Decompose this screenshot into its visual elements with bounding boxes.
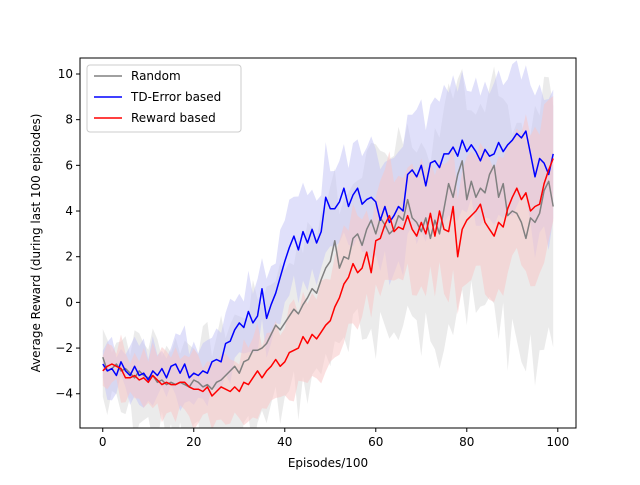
- series-line-td-error-based: [102, 130, 554, 381]
- legend-label: Reward based: [131, 111, 216, 125]
- legend-label: TD-Error based: [130, 90, 221, 104]
- series-line-reward-based: [102, 158, 554, 397]
- x-tick-label: 80: [459, 435, 474, 449]
- y-axis-label: Average Reward (during last 100 episodes…: [29, 114, 43, 373]
- x-tick-label: 40: [277, 435, 292, 449]
- y-tick-label: 6: [65, 158, 73, 172]
- y-tick-label: 2: [65, 250, 73, 264]
- plot-frame: [79, 57, 577, 429]
- y-tick-label: −2: [55, 341, 73, 355]
- y-tick-label: −4: [55, 387, 73, 401]
- confidence-bands: [102, 60, 554, 428]
- legend-label: Random: [131, 69, 181, 83]
- band-reward-based: [102, 96, 554, 428]
- x-tick-label: 100: [546, 435, 569, 449]
- x-tick-label: 60: [368, 435, 383, 449]
- y-tick-label: 8: [65, 113, 73, 127]
- y-tick-label: 0: [65, 295, 73, 309]
- legend: Random TD-Error based Reward based: [86, 64, 242, 133]
- x-tick-label: 20: [186, 435, 201, 449]
- y-tick-label: 10: [58, 67, 73, 81]
- band-td-error-based: [102, 60, 554, 412]
- x-axis-ticks: 0 20 40 60 80 100: [99, 428, 569, 449]
- y-tick-label: 4: [65, 204, 73, 218]
- x-axis-label: Episodes/100: [288, 456, 368, 470]
- x-tick-label: 0: [99, 435, 107, 449]
- y-axis-ticks: −4 −2 0 2 4 6 8 10: [55, 67, 80, 401]
- legend-box: [86, 64, 242, 133]
- series-lines: [102, 130, 554, 397]
